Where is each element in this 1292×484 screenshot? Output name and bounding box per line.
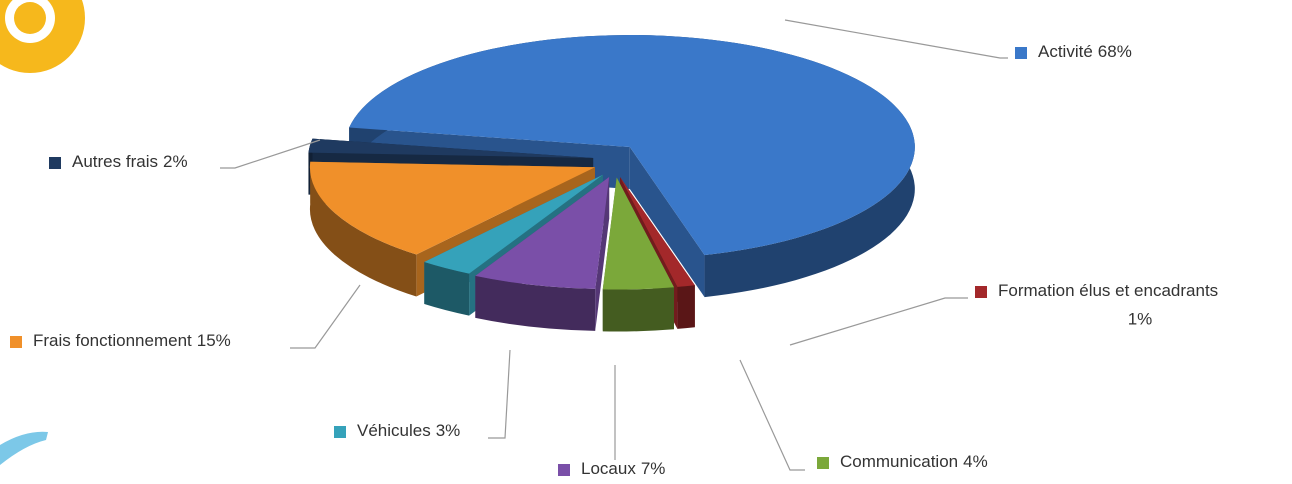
slice-side (603, 287, 674, 331)
data-label: Autres frais 2% (72, 152, 188, 171)
label-name: Communication (840, 452, 958, 471)
label-name: Formation élus et encadrants (998, 281, 1218, 300)
data-label: Véhicules 3% (357, 421, 460, 440)
legend-marker (817, 457, 829, 469)
decoration (0, 0, 85, 465)
legend-marker (1015, 47, 1027, 59)
leader-line (290, 285, 360, 348)
legend-marker (10, 336, 22, 348)
legend-marker (49, 157, 61, 169)
label-value: 7% (641, 459, 666, 478)
leader-line (740, 360, 805, 470)
leader-line (785, 20, 1008, 58)
legend-marker (975, 286, 987, 298)
label-name: Frais fonctionnement (33, 331, 192, 350)
label-value: 15% (197, 331, 231, 350)
label-value: 3% (436, 421, 461, 440)
leader-line (488, 350, 510, 438)
label-name: Locaux (581, 459, 636, 478)
chart: Activité 68% Formation élus et encadrants 1… (0, 0, 1292, 484)
data-label: Communication 4% (840, 452, 988, 471)
data-label: Locaux 7% (581, 459, 665, 478)
data-label: Frais fonctionnement 15% (33, 331, 231, 350)
label-value: 68% (1098, 42, 1132, 61)
slice-side (677, 285, 694, 329)
label-name: Véhicules (357, 421, 431, 440)
legend-marker (334, 426, 346, 438)
legend-marker (558, 464, 570, 476)
label-name: Autres frais (72, 152, 158, 171)
label-value: 4% (963, 452, 988, 471)
data-label: Activité 68% (1038, 42, 1132, 61)
leader-line (220, 140, 320, 168)
label-name: Activité (1038, 42, 1093, 61)
data-label: Formation élus et encadrants (998, 281, 1218, 300)
label-value: 2% (163, 152, 188, 171)
leader-line (790, 298, 968, 345)
label-value: 1% (1128, 309, 1153, 328)
